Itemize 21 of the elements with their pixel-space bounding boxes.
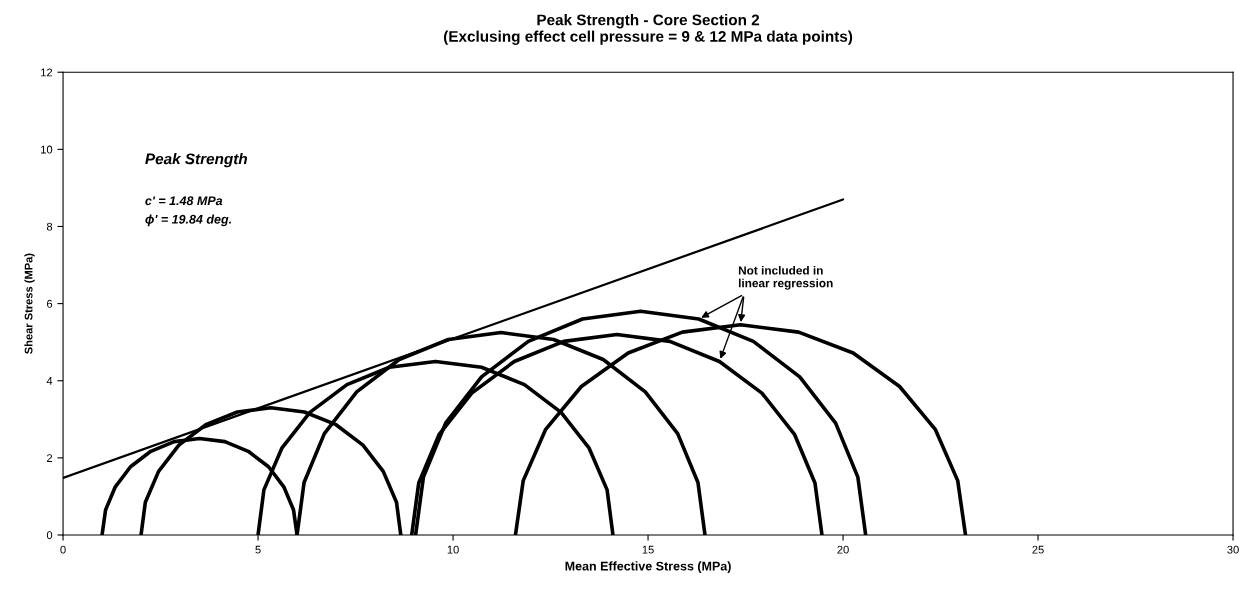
x-tick-label: 30 (1227, 545, 1239, 554)
x-tick-label: 0 (60, 545, 66, 554)
y-tick-label: 8 (46, 222, 53, 231)
y-tick-label: 10 (41, 145, 53, 154)
x-tick-label: 15 (642, 545, 654, 554)
y-axis-title: Shear Stress (MPa) (24, 253, 35, 354)
y-tick-label: 6 (47, 299, 53, 308)
x-tick-label: 20 (837, 545, 849, 554)
annotation: Not included in linear regression (738, 265, 833, 290)
x-tick-label: 5 (255, 545, 261, 554)
y-tick-label: 2 (47, 454, 53, 462)
annotation: Peak Strength (145, 153, 248, 168)
annotation: c' = 1.48 MPa (145, 196, 223, 206)
y-tick-label: 12 (41, 68, 53, 77)
annotation: ϕ' = 19.84 deg. (145, 214, 232, 227)
x-tick-label: 10 (447, 545, 459, 554)
y-tick-label: 0 (46, 531, 53, 540)
x-axis-title: Mean Effective Stress (MPa) (565, 561, 731, 573)
chart-title: Peak Strength - Core Section 2 (Exclusing effect cell pressure = 9 & 12 MPa data points) (443, 14, 853, 45)
x-tick-label: 25 (1032, 545, 1044, 554)
y-tick-label: 4 (46, 377, 53, 385)
